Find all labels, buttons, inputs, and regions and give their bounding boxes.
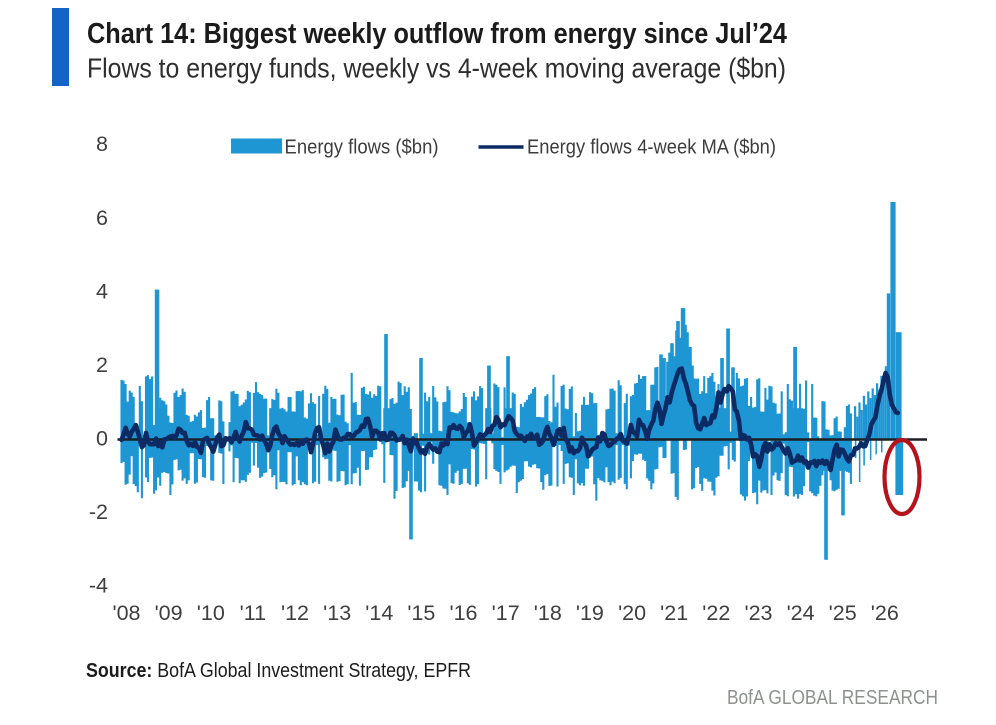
svg-text:'25: '25	[829, 601, 857, 625]
svg-text:'20: '20	[618, 601, 646, 625]
svg-text:'22: '22	[702, 601, 730, 625]
svg-text:Energy flows ($bn): Energy flows ($bn)	[285, 137, 439, 159]
svg-text:'15: '15	[407, 601, 435, 625]
svg-text:'11: '11	[240, 601, 266, 625]
svg-text:'13: '13	[323, 601, 351, 625]
svg-text:Energy flows 4-week MA ($bn): Energy flows 4-week MA ($bn)	[527, 137, 776, 159]
svg-text:'19: '19	[576, 601, 604, 625]
svg-text:'26: '26	[871, 601, 899, 625]
svg-text:Chart 14: Biggest weekly outfl: Chart 14: Biggest weekly outflow from en…	[87, 18, 787, 50]
svg-text:'08: '08	[112, 601, 140, 625]
svg-text:'16: '16	[449, 601, 477, 625]
svg-text:'14: '14	[365, 601, 393, 625]
svg-text:4: 4	[96, 279, 108, 303]
svg-text:'17: '17	[492, 601, 520, 625]
svg-text:8: 8	[96, 132, 108, 156]
svg-text:Source: BofA Global Investment: Source: BofA Global Investment Strategy,…	[86, 659, 471, 682]
svg-text:'21: '21	[660, 601, 688, 625]
svg-text:-2: -2	[89, 500, 108, 524]
svg-text:'09: '09	[155, 601, 183, 625]
svg-text:'10: '10	[197, 601, 225, 625]
svg-text:'18: '18	[534, 601, 562, 625]
svg-text:6: 6	[96, 206, 108, 230]
svg-text:'12: '12	[281, 601, 309, 625]
svg-text:Flows to energy funds, weekly: Flows to energy funds, weekly vs 4-week …	[87, 53, 786, 84]
svg-text:'23: '23	[744, 601, 772, 625]
svg-text:'24: '24	[787, 601, 815, 625]
svg-text:0: 0	[96, 426, 108, 450]
svg-text:-4: -4	[89, 573, 108, 597]
svg-text:2: 2	[96, 353, 108, 377]
svg-text:BofA GLOBAL RESEARCH: BofA GLOBAL RESEARCH	[727, 686, 938, 709]
